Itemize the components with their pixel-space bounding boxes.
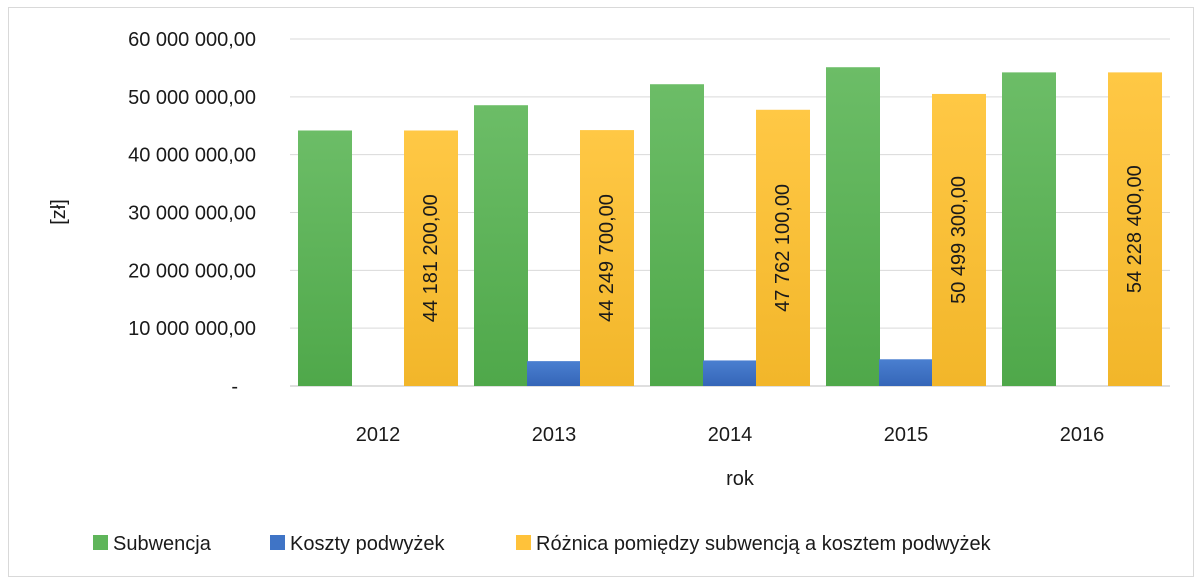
data-labels: 44 181 200,00 44 249 700,00 47 762 100,00 5… — [420, 165, 1146, 322]
x-tick-label: 2016 — [1060, 424, 1105, 446]
bar-koszty-2013 — [527, 361, 581, 386]
y-axis-ticks: - 10 000 000,00 20 000 000,00 30 000 000,00… — [128, 29, 256, 398]
bar-roznica-2014 — [756, 109, 810, 387]
bar-subwencja-2014 — [650, 84, 704, 386]
legend-swatch-0 — [93, 535, 108, 550]
bar-roznica-2012 — [404, 130, 458, 386]
legend-label-1: Koszty podwyżek — [290, 533, 446, 555]
bar-roznica-2015 — [932, 93, 986, 387]
bars — [298, 67, 1162, 387]
legend-swatch-1 — [270, 535, 285, 550]
y-axis-title: [zł] — [48, 199, 70, 225]
bar-subwencja-2013 — [474, 105, 528, 386]
data-label-2013: 44 249 700,00 — [596, 194, 618, 322]
y-tick-label: 30 000 000,00 — [128, 203, 256, 225]
bar-subwencja-2016 — [1002, 72, 1056, 386]
data-label-2016: 54 228 400,00 — [1124, 165, 1146, 293]
y-tick-label: 50 000 000,00 — [128, 87, 256, 109]
legend-label-0: Subwencja — [113, 533, 212, 555]
x-tick-label: 2014 — [708, 424, 753, 446]
x-tick-label: 2015 — [884, 424, 929, 446]
legend-label-2: Różnica pomiędzy subwencją a kosztem pod… — [536, 533, 992, 555]
data-label-2014: 47 762 100,00 — [772, 184, 794, 312]
data-label-2012: 44 181 200,00 — [420, 194, 442, 322]
legend-swatch-2 — [516, 535, 531, 550]
x-axis-ticks: 2012 2013 2014 2015 2016 — [356, 424, 1105, 446]
bar-subwencja-2012 — [298, 130, 352, 386]
bar-subwencja-2015 — [826, 67, 880, 387]
x-tick-label: 2013 — [532, 424, 577, 446]
bar-koszty-2014 — [703, 360, 757, 386]
x-tick-label: 2012 — [356, 424, 401, 446]
y-tick-label: - — [231, 376, 238, 398]
y-tick-label: 60 000 000,00 — [128, 29, 256, 51]
y-tick-label: 40 000 000,00 — [128, 145, 256, 167]
bar-roznica-2016 — [1108, 72, 1162, 386]
bar-koszty-2015 — [879, 359, 933, 386]
bar-roznica-2013 — [580, 130, 634, 386]
x-axis-title: rok — [726, 468, 755, 490]
data-label-2015: 50 499 300,00 — [948, 176, 970, 304]
legend: Subwencja Koszty podwyżek Różnica pomiędzy… — [93, 533, 992, 555]
y-tick-label: 20 000 000,00 — [128, 260, 256, 282]
y-tick-label: 10 000 000,00 — [128, 318, 256, 340]
